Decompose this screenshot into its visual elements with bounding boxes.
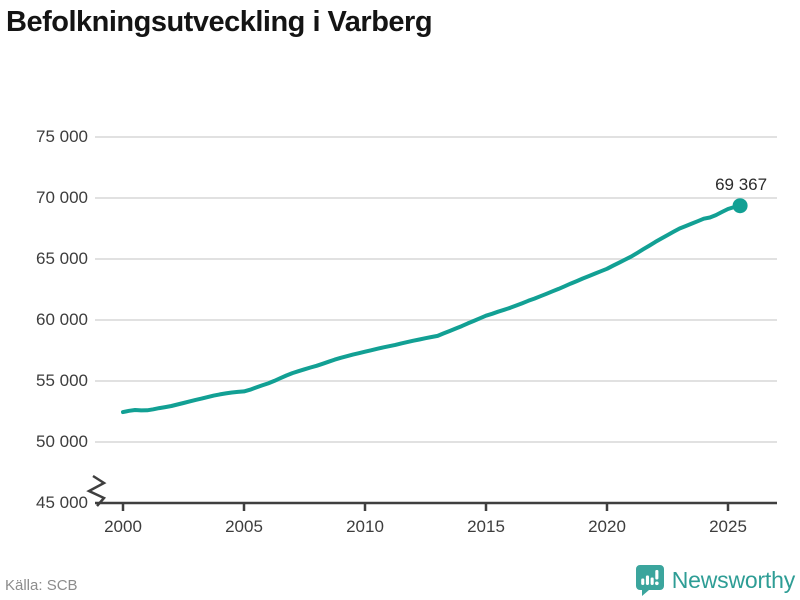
end-point-marker <box>732 198 748 214</box>
x-axis-tick-label: 2000 <box>104 517 142 536</box>
population-line <box>121 203 743 415</box>
y-axis-tick-label: 55 000 <box>36 371 88 390</box>
newsworthy-logo-link[interactable]: Newsworthy <box>635 563 795 597</box>
y-axis-tick-label: 60 000 <box>36 310 88 329</box>
x-axis-tick-label: 2015 <box>467 517 505 536</box>
chart-title: Befolkningsutveckling i Varberg <box>6 6 433 38</box>
bar-chart-speech-bubble-icon <box>635 565 664 596</box>
x-axis-tick-label: 2010 <box>346 517 384 536</box>
x-axis-tick-label: 2020 <box>588 517 626 536</box>
brand-name: Newsworthy <box>671 566 795 593</box>
y-axis-tick-label: 75 000 <box>36 127 88 146</box>
axis-break-icon <box>86 474 107 507</box>
y-axis-tick-label: 45 000 <box>36 493 88 512</box>
y-axis-tick-label: 50 000 <box>36 432 88 451</box>
y-axis-tick-label: 65 000 <box>36 249 88 268</box>
x-axis-tick-label: 2025 <box>709 517 747 536</box>
x-axis-tick-label: 2005 <box>225 517 263 536</box>
last-value-label: 69 367 <box>715 174 768 194</box>
source-note: Källa: SCB <box>5 577 78 594</box>
y-axis-tick-label: 70 000 <box>36 188 88 207</box>
